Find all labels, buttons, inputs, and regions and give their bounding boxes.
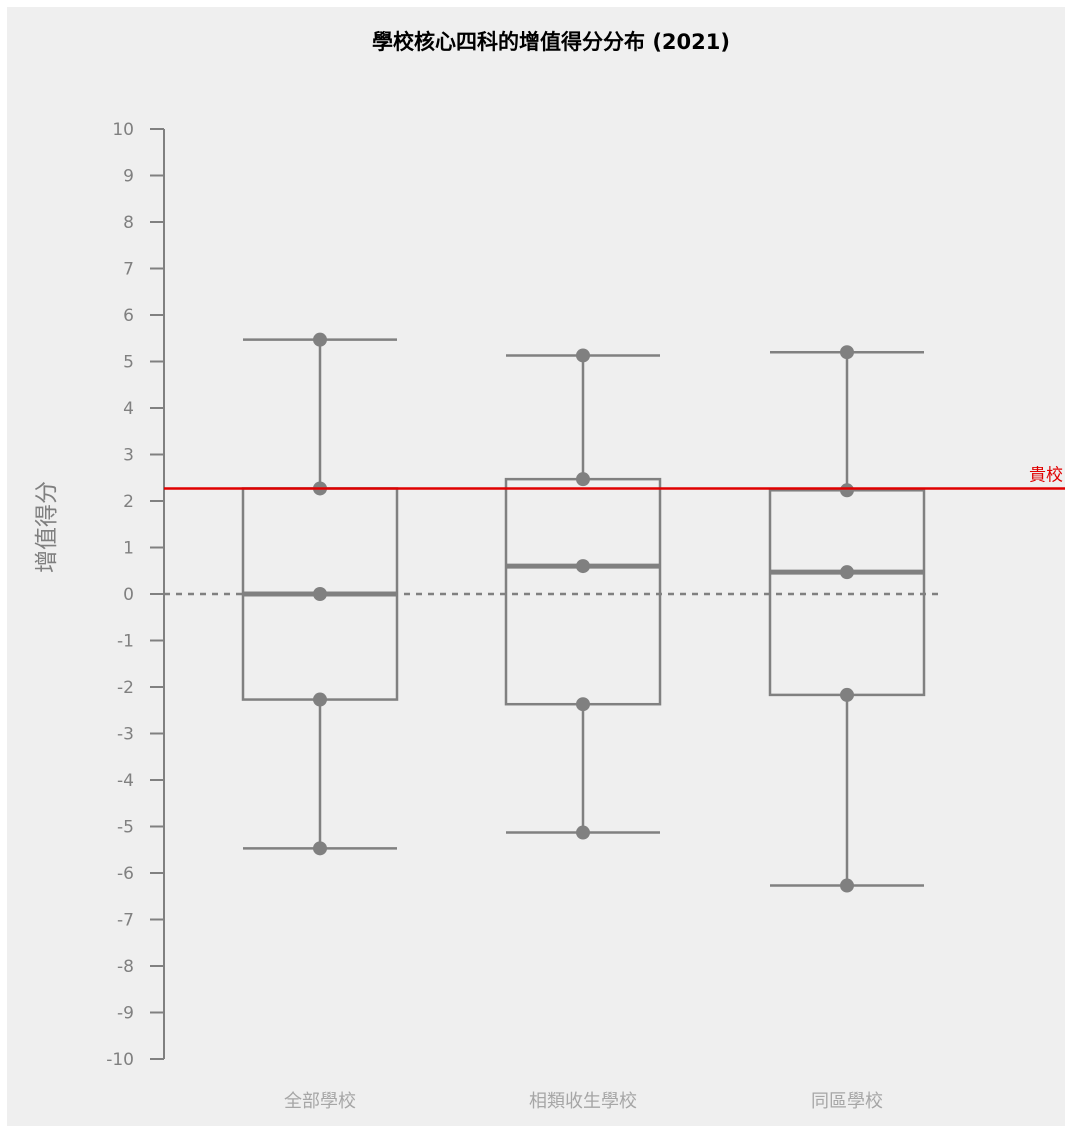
y-tick-label: -3 (117, 725, 134, 745)
chart-title: 學校核心四科的增值得分分布 (2021) (372, 30, 730, 54)
iqr-box (768, 489, 926, 697)
y-tick-label: -9 (117, 1004, 134, 1024)
y-tick-label: 5 (123, 353, 134, 373)
y-tick-label: -7 (117, 911, 134, 931)
y-tick-label: 8 (123, 213, 134, 233)
reference-line-label: 貴校 (1029, 465, 1063, 485)
category-label: 相類收生學校 (529, 1091, 637, 1112)
category-label: 同區學校 (811, 1091, 883, 1112)
y-tick-label: 2 (123, 492, 134, 512)
y-axis-label: 增值得分 (34, 481, 60, 573)
y-tick-label: -8 (117, 957, 134, 977)
point-min (313, 841, 327, 856)
point-median (840, 565, 854, 580)
y-tick-label: -4 (117, 771, 134, 791)
point-q3 (576, 472, 590, 487)
point-q1 (313, 692, 327, 707)
box-plot (504, 348, 662, 840)
y-tick-label: 10 (112, 120, 134, 140)
point-min (576, 825, 590, 840)
y-tick-label: -10 (106, 1050, 134, 1070)
box-plot (768, 345, 926, 893)
y-tick-label: 7 (123, 260, 134, 280)
point-q3 (840, 483, 854, 498)
point-max (576, 348, 590, 363)
iqr-box (504, 477, 662, 706)
y-tick-label: 9 (123, 167, 134, 187)
box-plots (241, 332, 926, 893)
y-tick-label: 3 (123, 446, 134, 466)
y-tick-label: 4 (123, 399, 134, 419)
y-tick-label: -5 (117, 818, 134, 838)
point-median (313, 587, 327, 601)
y-tick-label: -1 (117, 632, 134, 652)
point-median (576, 559, 590, 574)
chart-frame: 學校核心四科的增值得分分布 (2021) 增值得分 10 9 8 7 6 5 4 3 2 1 0 -1… (7, 7, 1065, 1126)
category-labels: 全部學校 相類收生學校 同區學校 (284, 1091, 883, 1112)
point-q1 (576, 697, 590, 712)
point-q1 (840, 687, 854, 702)
y-tick-label: 0 (123, 585, 134, 605)
reference-line-group: 貴校 (164, 465, 1065, 490)
chart-svg: 學校核心四科的增值得分分布 (2021) 增值得分 109876543210-1… (34, 30, 1065, 1112)
y-tick-label: -2 (117, 678, 134, 698)
y-tick-label: 6 (123, 306, 134, 326)
y-tick-label: 1 (123, 539, 134, 559)
category-label: 全部學校 (284, 1091, 356, 1112)
box-plot (241, 332, 399, 856)
point-max (313, 332, 327, 347)
point-min (840, 878, 854, 893)
y-tick-label: -6 (117, 864, 134, 884)
point-max (840, 345, 854, 360)
